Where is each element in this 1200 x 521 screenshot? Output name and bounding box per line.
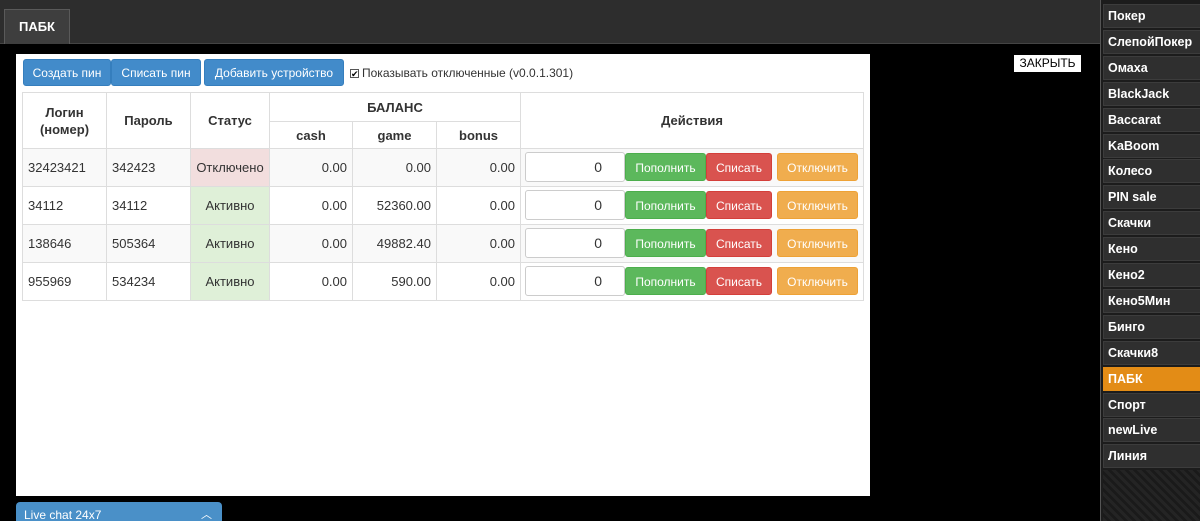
table-row: 138646 505364 Активно 0.00 49882.40 0.00 0 Попо…: [22, 224, 864, 263]
cell-cash: 0.00: [269, 262, 353, 301]
sidebar-item[interactable]: Кено2: [1103, 263, 1200, 287]
cell-game: 52360.00: [352, 186, 437, 225]
cell-game: 0.00: [352, 148, 437, 187]
sidebar-item[interactable]: KaBoom: [1103, 133, 1200, 158]
cell-login: 32423421: [22, 148, 107, 187]
writeoff-button[interactable]: Списать: [706, 229, 772, 257]
header-cash: cash: [269, 121, 353, 149]
sidebar-item[interactable]: Скачки: [1103, 211, 1200, 236]
disable-button[interactable]: Отключить: [777, 267, 858, 295]
cell-cash: 0.00: [269, 224, 353, 263]
disable-button[interactable]: Отключить: [777, 191, 858, 219]
status-badge: Отключено: [190, 148, 270, 187]
cell-cash: 0.00: [269, 148, 353, 187]
disable-button[interactable]: Отключить: [777, 229, 858, 257]
sidebar-item[interactable]: PIN sale: [1103, 185, 1200, 210]
cell-login: 955969: [22, 262, 107, 301]
sidebar-item[interactable]: Скачки8: [1103, 340, 1200, 365]
cell-bonus: 0.00: [436, 262, 521, 301]
cell-actions: 0 Пополнить Списать Отключить: [520, 148, 864, 187]
sidebar-item[interactable]: Омаха: [1103, 55, 1200, 80]
cell-login: 138646: [22, 224, 107, 263]
add-device-button[interactable]: Добавить устройство: [204, 59, 344, 86]
writeoff-button[interactable]: Списать: [706, 191, 772, 219]
header-status: Статус: [190, 92, 270, 149]
game-sidebar: Покер СлепойПокер Омаха BlackJack Baccarat Ka…: [1100, 0, 1200, 521]
amount-input[interactable]: 0: [525, 190, 625, 220]
cell-password: 534234: [106, 262, 191, 301]
top-tab-bar: ПАБК: [0, 0, 1100, 44]
cell-password: 342423: [106, 148, 191, 187]
disable-button[interactable]: Отключить: [777, 153, 858, 181]
table-row: 32423421 342423 Отключено 0.00 0.00 0.00 0 Попо…: [22, 148, 864, 187]
topup-button[interactable]: Пополнить: [625, 267, 706, 295]
header-bonus: bonus: [436, 121, 521, 149]
sidebar-filler: [1103, 470, 1200, 521]
sidebar-item[interactable]: Покер: [1103, 4, 1200, 28]
topup-button[interactable]: Пополнить: [625, 229, 706, 257]
writeoff-pin-button[interactable]: Списать пин: [111, 59, 201, 86]
status-badge: Активно: [190, 262, 270, 301]
cell-game: 49882.40: [352, 224, 437, 263]
sidebar-item[interactable]: ПАБК: [1103, 366, 1200, 391]
close-button[interactable]: ЗАКРЫТЬ: [1014, 55, 1081, 72]
header-actions: Действия: [520, 92, 864, 149]
cell-bonus: 0.00: [436, 148, 521, 187]
cell-game: 590.00: [352, 262, 437, 301]
topup-button[interactable]: Пополнить: [625, 191, 706, 219]
writeoff-button[interactable]: Списать: [706, 267, 772, 295]
cell-password: 505364: [106, 224, 191, 263]
status-badge: Активно: [190, 186, 270, 225]
amount-input[interactable]: 0: [525, 152, 625, 182]
tab-pabk[interactable]: ПАБК: [4, 9, 70, 44]
amount-input[interactable]: 0: [525, 228, 625, 258]
sidebar-item[interactable]: Кено5Мин: [1103, 288, 1200, 313]
topup-button[interactable]: Пополнить: [625, 153, 706, 181]
live-chat-label: Live chat 24x7: [24, 508, 102, 521]
amount-input[interactable]: 0: [525, 266, 625, 296]
sidebar-item[interactable]: BlackJack: [1103, 81, 1200, 106]
sidebar-item[interactable]: newLive: [1103, 418, 1200, 443]
sidebar-item[interactable]: Колесо: [1103, 159, 1200, 184]
devices-table: Логин (номер) Пароль Статус БАЛАНС Дейст…: [22, 92, 864, 301]
cell-bonus: 0.00: [436, 224, 521, 263]
writeoff-button[interactable]: Списать: [706, 153, 772, 181]
status-badge: Активно: [190, 224, 270, 263]
cell-login: 34112: [22, 186, 107, 225]
header-login: Логин (номер): [22, 92, 107, 149]
sidebar-item[interactable]: СлепойПокер: [1103, 29, 1200, 54]
cell-actions: 0 Пополнить Списать Отключить: [520, 186, 864, 225]
cell-bonus: 0.00: [436, 186, 521, 225]
live-chat-widget[interactable]: Live chat 24x7 ︿: [16, 502, 222, 521]
header-password: Пароль: [106, 92, 191, 149]
create-pin-button[interactable]: Создать пин: [23, 59, 111, 86]
show-disabled-toggle[interactable]: ✔ Показывать отключенные (v0.0.1.301): [350, 66, 573, 80]
show-disabled-checkbox[interactable]: ✔: [350, 68, 359, 79]
table-row: 34112 34112 Активно 0.00 52360.00 0.00 0 Пополн…: [22, 186, 864, 225]
sidebar-item[interactable]: Бинго: [1103, 314, 1200, 339]
cell-actions: 0 Пополнить Списать Отключить: [520, 262, 864, 301]
cell-password: 34112: [106, 186, 191, 225]
cell-actions: 0 Пополнить Списать Отключить: [520, 224, 864, 263]
sidebar-item[interactable]: Baccarat: [1103, 107, 1200, 132]
sidebar-item[interactable]: Кено: [1103, 237, 1200, 262]
sidebar-item[interactable]: Спорт: [1103, 392, 1200, 417]
chevron-up-icon[interactable]: ︿: [201, 509, 212, 521]
cell-cash: 0.00: [269, 186, 353, 225]
devices-panel: Создать пин Списать пин Добавить устройс…: [16, 54, 870, 496]
table-row: 955969 534234 Активно 0.00 590.00 0.00 0 Пополн…: [22, 262, 864, 301]
header-balance: БАЛАНС: [269, 92, 521, 122]
sidebar-item[interactable]: Линия: [1103, 444, 1200, 469]
show-disabled-label: Показывать отключенные (v0.0.1.301): [362, 66, 574, 80]
header-game: game: [352, 121, 437, 149]
